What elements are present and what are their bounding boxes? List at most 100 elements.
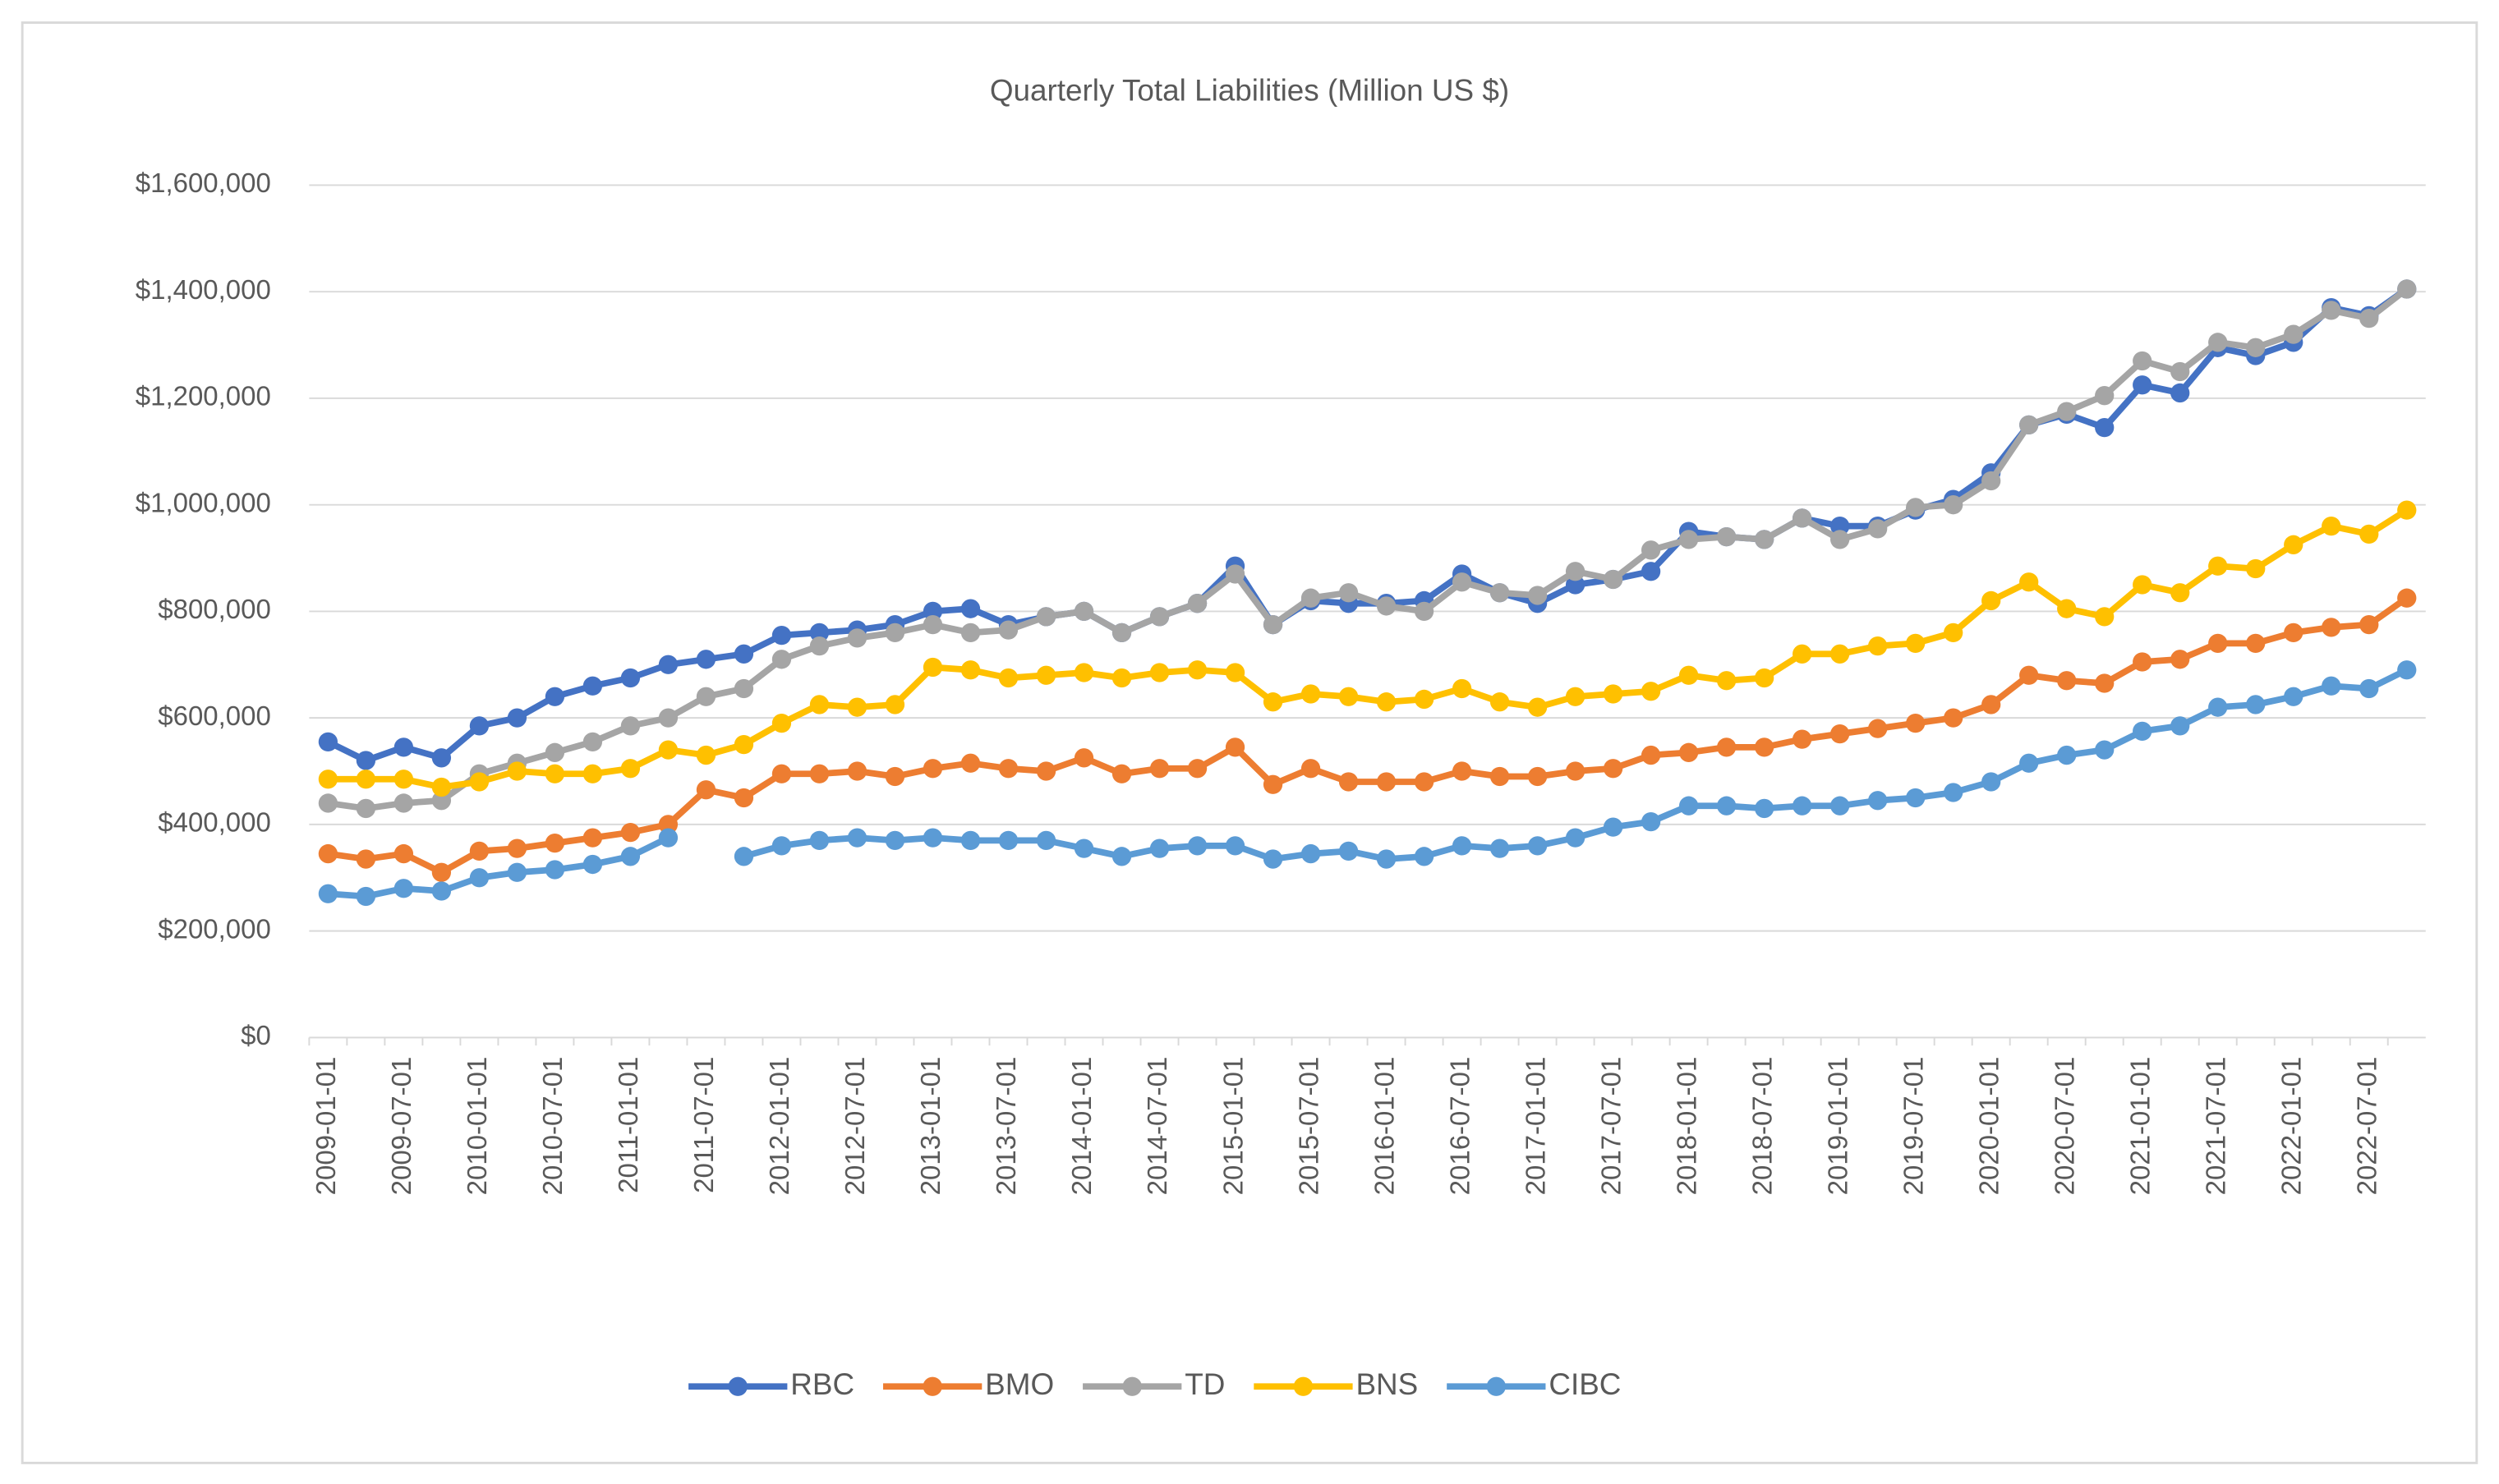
data-point — [2397, 500, 2417, 520]
data-point — [2133, 375, 2152, 395]
data-point — [1830, 644, 1850, 664]
data-point — [1944, 708, 1963, 728]
data-point — [1565, 687, 1585, 706]
data-point — [923, 828, 943, 848]
x-tick-label: 2019-01-01 — [1822, 1057, 1852, 1196]
data-point — [1793, 508, 1812, 528]
data-point — [431, 748, 452, 768]
data-point — [507, 761, 527, 781]
data-point — [2284, 535, 2303, 554]
data-point — [1149, 759, 1170, 779]
data-point — [1565, 761, 1585, 781]
data-point — [1527, 586, 1548, 605]
data-point — [734, 847, 754, 866]
data-point — [1603, 759, 1623, 779]
data-point — [923, 601, 943, 622]
data-point — [318, 793, 338, 813]
data-point — [356, 849, 376, 869]
data-point — [2170, 361, 2190, 382]
data-point — [469, 841, 490, 861]
data-point — [2133, 721, 2152, 742]
x-tick: 2014-01-01 — [1066, 1057, 1097, 1196]
data-point — [393, 737, 414, 757]
data-point — [1225, 737, 1245, 757]
x-tick: 2009-07-01 — [386, 1057, 416, 1196]
x-tick: 2016-01-01 — [1369, 1057, 1399, 1196]
data-point — [318, 732, 338, 751]
data-point — [1603, 817, 1623, 837]
x-tick-label: 2012-01-01 — [764, 1057, 794, 1196]
data-point — [2397, 279, 2417, 299]
data-point — [582, 854, 603, 875]
data-point — [393, 770, 414, 789]
data-point — [1452, 836, 1472, 856]
data-point — [998, 668, 1019, 688]
data-point — [2095, 607, 2115, 627]
x-tick-label: 2011-07-01 — [688, 1057, 719, 1193]
data-point — [356, 798, 376, 819]
data-point — [2019, 665, 2039, 685]
data-point — [1338, 687, 1359, 706]
data-point — [2284, 324, 2303, 344]
data-point — [1716, 526, 1737, 547]
data-point — [1716, 737, 1737, 757]
data-point — [1906, 498, 1926, 517]
data-point — [1187, 836, 1208, 856]
data-point — [2208, 556, 2228, 576]
data-point — [1111, 847, 1132, 866]
data-point — [1868, 791, 1888, 811]
data-point — [2208, 697, 2228, 717]
data-point — [1906, 788, 1926, 808]
y-tick-label: $1,000,000 — [136, 487, 271, 517]
data-point — [620, 759, 641, 779]
legend-label: CIBC — [1549, 1367, 1621, 1401]
legend-marker — [923, 1376, 942, 1396]
data-point — [2019, 572, 2039, 592]
legend-label: TD — [1185, 1367, 1225, 1401]
x-tick: 2020-07-01 — [2049, 1057, 2079, 1196]
data-point — [356, 751, 376, 770]
data-point — [2170, 716, 2190, 736]
data-point — [696, 687, 716, 706]
data-point — [1376, 772, 1397, 792]
data-point — [318, 843, 338, 864]
data-point — [2246, 558, 2266, 579]
data-point — [2019, 753, 2039, 773]
data-point — [1300, 843, 1321, 864]
data-point — [2208, 333, 2228, 352]
data-point — [1716, 796, 1737, 816]
data-point — [545, 764, 565, 783]
data-point — [1111, 668, 1132, 688]
data-point — [1489, 583, 1510, 603]
data-point — [1565, 828, 1585, 848]
data-point — [545, 742, 565, 762]
data-point — [658, 708, 679, 728]
data-point — [2359, 678, 2379, 699]
chart-title: Quarterly Total Liabilities (Million US … — [990, 74, 1509, 108]
data-point — [809, 764, 830, 783]
data-point — [885, 695, 905, 714]
data-point — [1641, 745, 1661, 765]
data-point — [1452, 678, 1472, 699]
data-point — [960, 599, 981, 618]
data-point — [1036, 607, 1056, 627]
data-point — [2170, 583, 2190, 603]
data-point — [1414, 601, 1434, 622]
data-point — [582, 828, 603, 848]
data-point — [1527, 766, 1548, 787]
data-point — [1678, 742, 1699, 762]
data-point — [885, 830, 905, 850]
data-point — [1830, 516, 1850, 536]
data-point — [771, 764, 792, 783]
data-point — [1868, 719, 1888, 738]
data-point — [923, 614, 943, 635]
data-point — [1678, 530, 1699, 549]
x-tick: 2013-01-01 — [915, 1057, 946, 1196]
data-point — [1754, 737, 1774, 757]
data-point — [1944, 783, 1963, 802]
data-point — [2095, 673, 2115, 693]
data-point — [1149, 838, 1170, 858]
y-tick-label: $800,000 — [158, 594, 271, 624]
data-point — [356, 886, 376, 907]
data-point — [1376, 596, 1397, 616]
